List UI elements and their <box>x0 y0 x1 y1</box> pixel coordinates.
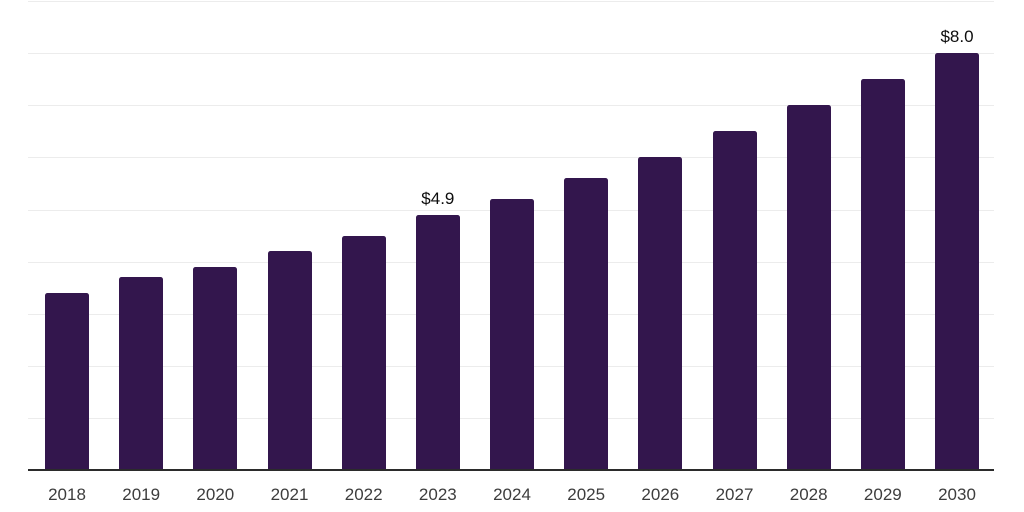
bar-value-label-2023: $4.9 <box>421 188 455 208</box>
bar-2019 <box>119 277 164 470</box>
bar-2022 <box>341 235 386 470</box>
x-tick-label-2019: 2019 <box>122 485 161 504</box>
gridline-y-9 <box>28 1 994 3</box>
bar-2025 <box>564 178 609 470</box>
bar-2021 <box>267 251 312 470</box>
gridline-y-7 <box>28 105 994 107</box>
x-tick-label-2028: 2028 <box>789 485 828 504</box>
bar-2030 <box>935 53 979 470</box>
bar-2023 <box>415 214 460 470</box>
x-tick-label-2024: 2024 <box>493 485 531 504</box>
bar-2028 <box>786 105 831 470</box>
x-tick-label-2021: 2021 <box>270 485 309 504</box>
x-tick-label-2023: 2023 <box>418 485 457 504</box>
gridline-y-8 <box>28 53 994 55</box>
x-tick-label-2029: 2029 <box>863 485 902 504</box>
bar-2029 <box>860 79 905 470</box>
gridline-y-6 <box>28 157 994 159</box>
bar-2020 <box>193 266 238 470</box>
x-tick-label-2026: 2026 <box>641 485 680 504</box>
x-tick-label-2018: 2018 <box>48 485 86 504</box>
x-tick-label-2022: 2022 <box>344 485 383 504</box>
bar-value-label-2030: $8.0 <box>940 27 974 47</box>
x-tick-label-2020: 2020 <box>196 485 235 504</box>
x-tick-label-2027: 2027 <box>715 485 754 504</box>
x-tick-label-2025: 2025 <box>567 485 606 504</box>
bar-2024 <box>490 199 534 470</box>
bar-2018 <box>45 292 89 470</box>
x-tick-label-2030: 2030 <box>938 485 976 504</box>
x-axis-line <box>28 469 994 471</box>
bar-2027 <box>712 131 757 470</box>
bar-2026 <box>638 157 683 470</box>
